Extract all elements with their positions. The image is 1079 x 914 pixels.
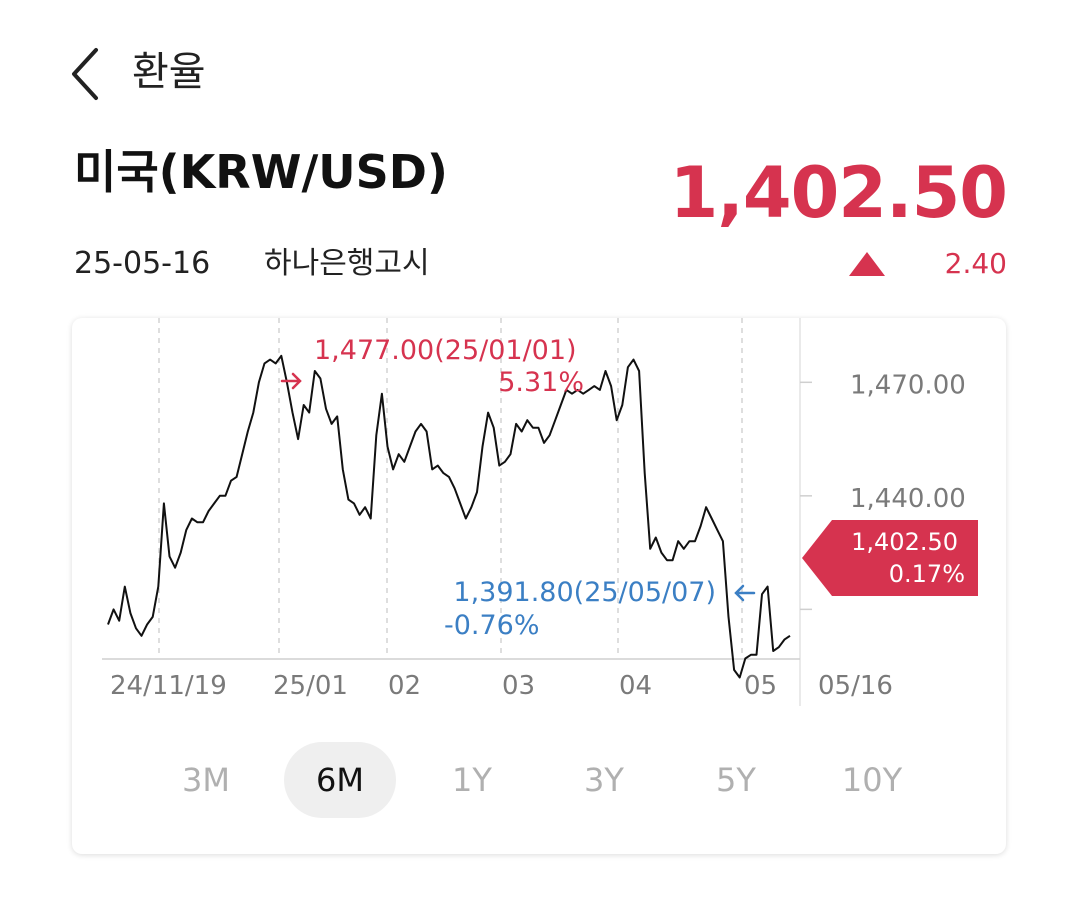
x-tick-label: 04 — [619, 671, 652, 701]
period-button-10y[interactable]: 10Y — [841, 761, 903, 799]
rate-date: 25-05-16 — [74, 246, 211, 281]
y-tick-label: 1,470.00 — [850, 370, 966, 400]
x-tick-label: 05/16 — [818, 671, 893, 701]
current-rate-tag — [802, 520, 978, 596]
page-title: 환율 — [132, 49, 206, 95]
current-rate: 1,402.50 — [669, 152, 1008, 234]
currency-pair-title: 미국(KRW/USD) — [74, 145, 448, 199]
current-rate-tag-percent: 0.17% — [889, 560, 965, 588]
min-percent: -0.76% — [444, 610, 540, 641]
max-percent: 5.31% — [498, 367, 584, 398]
up-triangle-icon — [849, 252, 885, 276]
current-rate-tag-value: 1,402.50 — [851, 528, 958, 556]
x-tick-label: 24/11/19 — [110, 671, 227, 701]
x-tick-label: 03 — [502, 671, 535, 701]
chevron-left-icon[interactable] — [66, 44, 106, 104]
period-button-3y[interactable]: 3Y — [584, 761, 624, 799]
rate-chart[interactable]: 1,470.00 1,440.00 24/11/19 25/01 02 03 04 05 05/… — [72, 318, 1006, 738]
rate-source: 하나은행고시 — [264, 246, 430, 281]
y-tick-label: 1,440.00 — [850, 484, 966, 514]
period-button-3m[interactable]: 3M — [182, 761, 230, 799]
change-value: 2.40 — [944, 247, 1007, 280]
x-tick-label: 25/01 — [273, 671, 348, 701]
period-button-1y[interactable]: 1Y — [452, 761, 492, 799]
rate-line — [107, 354, 791, 679]
max-label: 1,477.00(25/01/01) — [314, 335, 577, 366]
period-button-5y[interactable]: 5Y — [716, 761, 756, 799]
right-arrow-icon — [280, 372, 302, 390]
min-label: 1,391.80(25/05/07) — [453, 577, 716, 608]
left-arrow-icon — [734, 584, 756, 602]
period-button-6m[interactable]: 6M — [284, 742, 396, 818]
x-tick-label: 05 — [744, 671, 777, 701]
header: 환율 — [0, 0, 1079, 140]
chart-card: 1,470.00 1,440.00 24/11/19 25/01 02 03 04 05 05/… — [72, 318, 1006, 854]
x-tick-label: 02 — [388, 671, 421, 701]
period-selector: 3M 6M 1Y 3Y 5Y 10Y — [72, 742, 1006, 818]
